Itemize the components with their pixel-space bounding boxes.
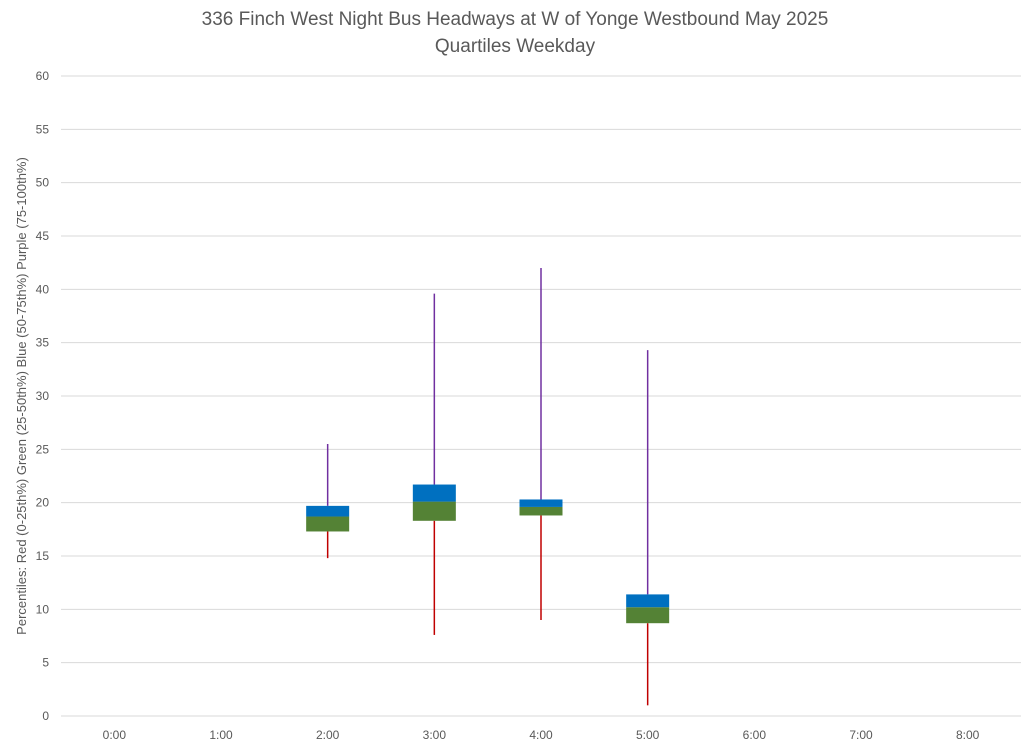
x-tick-label: 5:00 bbox=[636, 728, 660, 742]
x-tick-label: 7:00 bbox=[849, 728, 873, 742]
y-tick-label: 35 bbox=[36, 336, 50, 350]
box-plot-300 bbox=[412, 293, 456, 635]
box-median-q3 bbox=[519, 499, 563, 507]
y-tick-label: 40 bbox=[36, 282, 50, 296]
box-q1-median bbox=[626, 607, 670, 624]
x-tick-label: 0:00 bbox=[103, 728, 127, 742]
x-tick-label: 1:00 bbox=[209, 728, 233, 742]
x-tick-label: 4:00 bbox=[529, 728, 553, 742]
y-tick-label: 20 bbox=[36, 496, 50, 510]
box-median-q3 bbox=[626, 594, 670, 608]
y-tick-label: 5 bbox=[42, 656, 49, 670]
y-tick-label: 45 bbox=[36, 229, 50, 243]
x-tick-label: 6:00 bbox=[743, 728, 767, 742]
box-q1-median bbox=[306, 516, 350, 532]
box-plot-500 bbox=[626, 350, 670, 706]
y-tick-label: 30 bbox=[36, 389, 50, 403]
box-plot-400 bbox=[519, 268, 563, 620]
x-tick-label: 2:00 bbox=[316, 728, 340, 742]
x-tick-label: 3:00 bbox=[423, 728, 447, 742]
y-axis-label: Percentiles: Red (0-25th%) Green (25-50t… bbox=[14, 157, 29, 635]
y-tick-label: 55 bbox=[36, 122, 50, 136]
box-median-q3 bbox=[306, 505, 350, 517]
y-tick-label: 25 bbox=[36, 442, 50, 456]
chart-subtitle: Quartiles Weekday bbox=[435, 36, 596, 57]
y-tick-label: 10 bbox=[36, 602, 50, 616]
y-tick-label: 15 bbox=[36, 549, 50, 563]
y-axis-ticks: 0 5 10 15 20 25 30 35 40 45 50 55 60 bbox=[36, 69, 50, 723]
y-tick-label: 0 bbox=[42, 709, 49, 723]
chart-title: 336 Finch West Night Bus Headways at W o… bbox=[202, 9, 829, 30]
y-tick-label: 60 bbox=[36, 69, 50, 83]
box-q1-median bbox=[519, 506, 563, 516]
y-tick-label: 50 bbox=[36, 176, 50, 190]
box-median-q3 bbox=[412, 484, 456, 502]
box-plots bbox=[306, 268, 670, 706]
x-tick-label: 8:00 bbox=[956, 728, 980, 742]
box-q1-median bbox=[412, 501, 456, 521]
x-axis-ticks: 0:00 1:00 2:00 3:00 4:00 5:00 6:00 7:00 8:00 bbox=[103, 728, 980, 742]
box-plot-200 bbox=[306, 444, 350, 559]
